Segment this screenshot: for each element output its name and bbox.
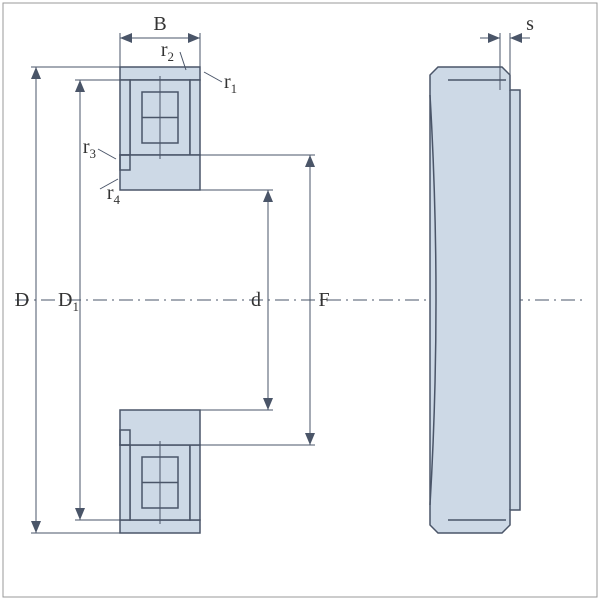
dim-F: F [318,289,329,311]
dim-D: D [15,289,29,311]
dim-B: B [153,13,166,35]
dim-d: d [251,289,261,311]
dim-s: s [526,13,534,35]
